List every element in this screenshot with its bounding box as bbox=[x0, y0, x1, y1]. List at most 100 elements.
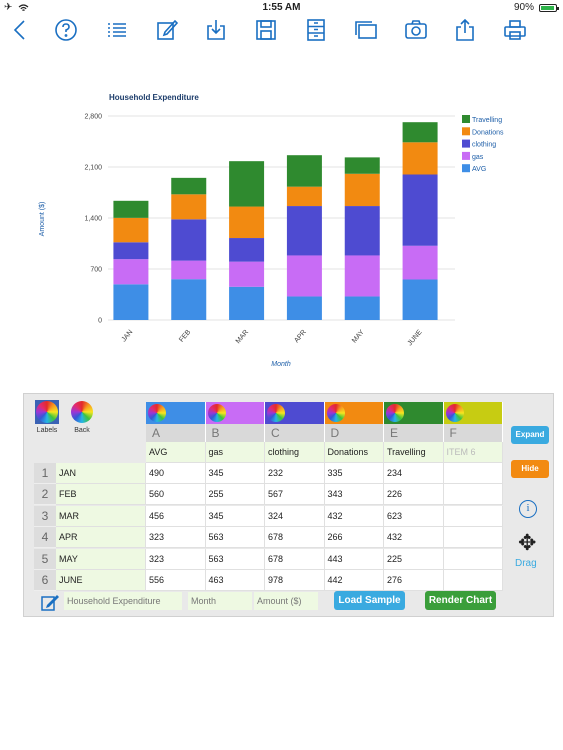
data-cell[interactable]: 432 bbox=[384, 527, 444, 549]
data-cell[interactable]: 442 bbox=[324, 570, 384, 591]
cabinet-icon[interactable] bbox=[303, 17, 329, 43]
data-cell[interactable] bbox=[443, 463, 503, 484]
column-color-button[interactable] bbox=[324, 402, 384, 424]
data-cell[interactable]: 335 bbox=[324, 463, 384, 484]
data-cell[interactable]: 324 bbox=[265, 505, 325, 527]
download-icon[interactable] bbox=[203, 17, 229, 43]
color-wheel-icon bbox=[326, 404, 345, 422]
data-cell[interactable]: 232 bbox=[265, 463, 325, 484]
row-label-cell[interactable]: JAN bbox=[56, 463, 146, 484]
data-cell[interactable]: 623 bbox=[384, 505, 444, 527]
column-header-cell[interactable]: Donations bbox=[324, 442, 384, 463]
bar-segment bbox=[113, 217, 149, 243]
column-color-button[interactable] bbox=[384, 402, 444, 424]
column-header-cell[interactable]: AVG bbox=[146, 442, 206, 463]
column-color-button[interactable] bbox=[265, 402, 325, 424]
data-cell[interactable]: 345 bbox=[205, 505, 265, 527]
column-header-cell[interactable]: ITEM 6 bbox=[443, 442, 503, 463]
data-cell[interactable] bbox=[443, 527, 503, 549]
data-cell[interactable] bbox=[443, 484, 503, 506]
battery-icon bbox=[539, 3, 559, 12]
labels-button[interactable]: Labels bbox=[32, 400, 62, 434]
data-cell[interactable] bbox=[443, 548, 503, 570]
chart-title-input[interactable] bbox=[64, 592, 182, 610]
row-label-cell[interactable]: MAY bbox=[56, 548, 146, 570]
data-cell[interactable] bbox=[443, 570, 503, 591]
legend-swatch bbox=[462, 139, 470, 148]
y-label-input[interactable] bbox=[254, 592, 318, 610]
data-cell[interactable]: 343 bbox=[324, 484, 384, 506]
bar-segment bbox=[286, 255, 322, 297]
data-cell[interactable]: 323 bbox=[146, 548, 206, 570]
data-cell[interactable]: 276 bbox=[384, 570, 444, 591]
data-cell[interactable]: 556 bbox=[146, 570, 206, 591]
bar-segment bbox=[402, 142, 438, 175]
data-cell[interactable]: 463 bbox=[205, 570, 265, 591]
share-icon[interactable] bbox=[452, 17, 478, 43]
data-cell[interactable]: 432 bbox=[324, 505, 384, 527]
edit-titles-icon[interactable] bbox=[40, 592, 60, 612]
row-number: 4 bbox=[34, 527, 56, 549]
row-label-cell[interactable]: MAR bbox=[56, 505, 146, 527]
x-label-input[interactable] bbox=[188, 592, 252, 610]
column-color-button[interactable] bbox=[443, 402, 503, 424]
column-header-cell[interactable]: clothing bbox=[265, 442, 325, 463]
expand-button[interactable]: Expand bbox=[511, 426, 549, 444]
data-cell[interactable]: 456 bbox=[146, 505, 206, 527]
edit-icon[interactable] bbox=[154, 17, 180, 43]
print-icon[interactable] bbox=[502, 17, 528, 43]
data-cell[interactable]: 234 bbox=[384, 463, 444, 484]
back-icon[interactable] bbox=[8, 17, 34, 43]
data-cell[interactable]: 323 bbox=[146, 527, 206, 549]
load-sample-button[interactable]: Load Sample bbox=[334, 591, 405, 610]
move-icon[interactable]: ✥ bbox=[518, 530, 537, 555]
column-header-cell[interactable]: gas bbox=[205, 442, 265, 463]
row-label-cell[interactable]: FEB bbox=[56, 484, 146, 506]
data-cell[interactable]: 443 bbox=[324, 548, 384, 570]
status-right: 90% bbox=[514, 2, 559, 13]
windows-icon[interactable] bbox=[353, 17, 379, 43]
data-cell[interactable]: 678 bbox=[265, 548, 325, 570]
render-chart-button[interactable]: Render Chart bbox=[425, 591, 496, 610]
color-wheel-icon bbox=[445, 404, 464, 422]
row-number: 3 bbox=[34, 505, 56, 527]
bar-segment bbox=[402, 122, 438, 143]
list-icon[interactable] bbox=[104, 17, 130, 43]
data-cell[interactable]: 567 bbox=[265, 484, 325, 506]
data-cell[interactable]: 563 bbox=[205, 527, 265, 549]
color-wheel-icon bbox=[207, 404, 226, 422]
row-label-cell[interactable]: APR bbox=[56, 527, 146, 549]
data-cell[interactable]: 560 bbox=[146, 484, 206, 506]
data-cell[interactable]: 255 bbox=[205, 484, 265, 506]
data-cell[interactable]: 563 bbox=[205, 548, 265, 570]
data-cell[interactable]: 226 bbox=[384, 484, 444, 506]
info-icon[interactable]: i bbox=[519, 500, 537, 518]
row-label-cell[interactable]: JUNE bbox=[56, 570, 146, 591]
bar-segment bbox=[402, 279, 438, 320]
legend-label: clothing bbox=[472, 142, 496, 149]
bar-segment bbox=[229, 161, 265, 207]
back-button[interactable]: Back bbox=[67, 400, 97, 434]
bar-segment bbox=[113, 242, 149, 260]
save-icon[interactable] bbox=[253, 17, 279, 43]
hide-button[interactable]: Hide bbox=[511, 460, 549, 478]
data-cell[interactable]: 490 bbox=[146, 463, 206, 484]
bar-segment bbox=[344, 255, 380, 297]
column-color-button[interactable] bbox=[146, 402, 206, 424]
column-header-cell[interactable]: Travelling bbox=[384, 442, 444, 463]
data-cell[interactable]: 266 bbox=[324, 527, 384, 549]
column-color-button[interactable] bbox=[205, 402, 265, 424]
data-cell[interactable]: 345 bbox=[205, 463, 265, 484]
color-wheel-icon bbox=[35, 400, 59, 424]
data-cell[interactable]: 678 bbox=[265, 527, 325, 549]
bar-segment bbox=[286, 186, 322, 207]
legend-swatch bbox=[462, 115, 470, 123]
row-number: 5 bbox=[34, 548, 56, 570]
camera-icon[interactable] bbox=[403, 17, 429, 43]
data-cell[interactable]: 978 bbox=[265, 570, 325, 591]
data-cell[interactable]: 225 bbox=[384, 548, 444, 570]
toolbar bbox=[0, 14, 563, 48]
drag-label[interactable]: Drag bbox=[515, 558, 537, 569]
data-cell[interactable] bbox=[443, 505, 503, 527]
help-icon[interactable] bbox=[53, 17, 79, 43]
